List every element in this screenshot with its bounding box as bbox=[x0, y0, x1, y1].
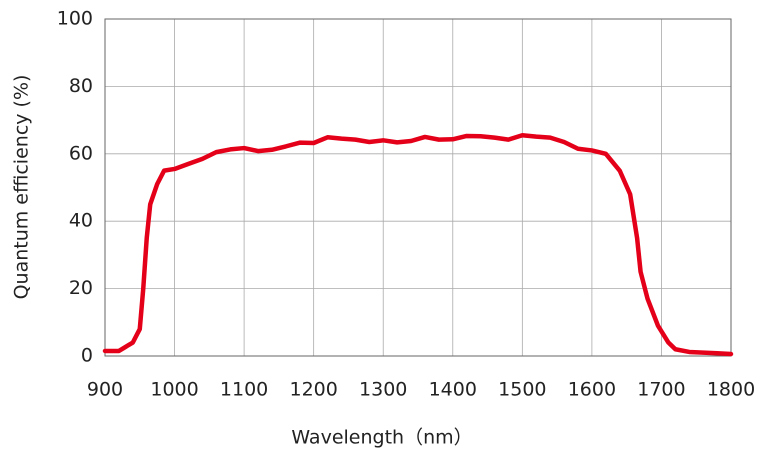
y-tick-label: 40 bbox=[69, 210, 93, 232]
x-tick-label: 1500 bbox=[498, 379, 546, 401]
plot-frame bbox=[104, 18, 732, 357]
y-axis-label: Quantum efficiency (%) bbox=[11, 75, 33, 300]
x-axis-label: Wavelength（nm） bbox=[291, 427, 472, 449]
x-tick-label: 1700 bbox=[637, 379, 685, 401]
y-tick-label: 0 bbox=[81, 345, 93, 367]
x-tick-label: 1600 bbox=[568, 379, 616, 401]
y-tick-label: 100 bbox=[57, 8, 93, 30]
y-tick-label: 20 bbox=[69, 277, 93, 299]
y-tick-label: 80 bbox=[69, 75, 93, 97]
data-line bbox=[102, 133, 734, 357]
x-tick-label: 1200 bbox=[289, 379, 337, 401]
x-tick-label: 1000 bbox=[150, 379, 198, 401]
x-tick-label: 1400 bbox=[429, 379, 477, 401]
x-tick-label: 1800 bbox=[707, 379, 755, 401]
x-tick-label: 1300 bbox=[359, 379, 407, 401]
x-tick-label: 900 bbox=[87, 379, 123, 401]
x-tick-label: 1100 bbox=[220, 379, 268, 401]
y-tick-label: 60 bbox=[69, 142, 93, 164]
